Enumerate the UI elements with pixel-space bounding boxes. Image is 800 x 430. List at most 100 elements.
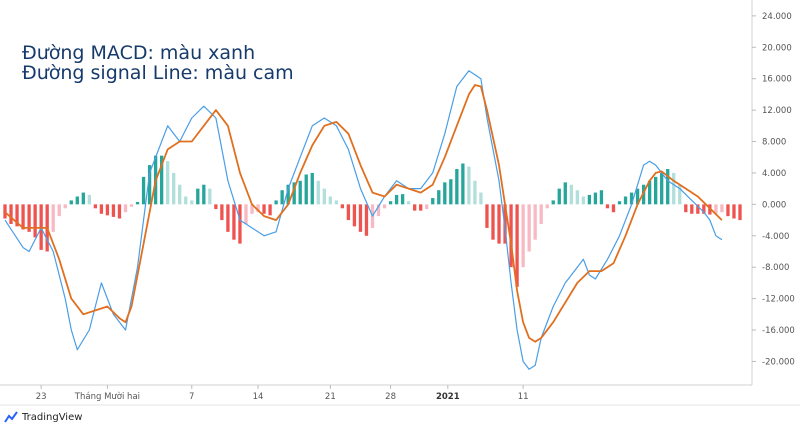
histogram-bar [33, 204, 37, 238]
y-tick-label: 16.000 [762, 75, 792, 85]
histogram-bar [310, 172, 314, 205]
histogram-bar [461, 163, 465, 205]
histogram-bar [617, 201, 622, 205]
histogram-bar [15, 204, 19, 227]
histogram-bar [250, 204, 254, 214]
histogram-bar [159, 155, 164, 205]
histogram-bar [533, 204, 537, 240]
histogram-bar [99, 204, 104, 214]
legend-macd-text: Đường MACD: màu xanh [22, 42, 256, 64]
histogram-bar [364, 204, 369, 236]
histogram-bar [358, 204, 363, 232]
histogram-bar [678, 184, 682, 205]
histogram-bar [129, 204, 134, 207]
signal-line [4, 84, 723, 343]
histogram-bar [449, 179, 453, 205]
histogram-bar [497, 204, 501, 244]
x-tick-label: 14 [253, 392, 264, 402]
histogram-bar [593, 192, 598, 205]
histogram-bar [419, 204, 423, 211]
histogram-bar [346, 204, 351, 221]
histogram-bar [51, 204, 55, 232]
histogram-bar [382, 204, 387, 209]
histogram-bar [298, 180, 302, 205]
histogram-bar [220, 204, 224, 221]
histogram-bar [696, 204, 700, 214]
histogram-bar [196, 188, 200, 205]
histogram-bar [539, 204, 543, 224]
histogram-bar [202, 184, 206, 205]
y-tick-label: 20.000 [762, 43, 792, 53]
histogram-bar [437, 190, 441, 205]
histogram-bar [406, 201, 411, 205]
x-tick-label: 2021 [436, 392, 460, 402]
histogram-bar [413, 204, 417, 211]
histogram-bar [485, 204, 489, 228]
y-tick-label: 12.000 [762, 106, 792, 116]
histogram-bar [479, 192, 483, 205]
histogram-bar [473, 180, 477, 205]
y-tick-label: 24.000 [762, 12, 792, 22]
histogram-bar [9, 204, 13, 224]
x-tick-label: 7 [189, 392, 194, 402]
histogram-bar [629, 192, 634, 205]
histogram-bar [166, 161, 170, 205]
histogram-bar [69, 200, 73, 205]
histogram-bar [394, 194, 399, 205]
histogram-bar [111, 204, 116, 217]
histogram-bar [147, 165, 152, 205]
legend-signal-text: Đường signal Line: màu cam [22, 62, 294, 84]
histogram-bar [268, 204, 272, 216]
x-tick-label: 28 [385, 392, 396, 402]
histogram-bar [388, 201, 393, 205]
histogram-bar [714, 204, 718, 214]
histogram-bar [208, 188, 212, 205]
histogram-bar [87, 194, 92, 205]
histogram-bar [575, 190, 579, 205]
histogram-bar [431, 198, 435, 205]
histogram-bar [635, 188, 640, 205]
histogram-bar [587, 194, 592, 205]
histogram-bar [605, 204, 610, 209]
histogram-bar [93, 204, 98, 209]
histogram-bar [232, 204, 236, 240]
histogram-bar [226, 204, 230, 232]
histogram-bar [551, 200, 555, 205]
tradingview-brand[interactable]: TradingView [4, 410, 82, 424]
histogram-bar [280, 190, 284, 205]
histogram-bar [21, 204, 25, 230]
histogram-bar [63, 204, 67, 209]
histogram-bar [491, 204, 495, 240]
histogram-bar [81, 192, 85, 205]
histogram-bar [3, 204, 7, 219]
histogram-bar [274, 200, 278, 205]
histogram-bar [521, 204, 525, 268]
y-tick-label: -4.000 [762, 232, 789, 242]
histogram-bar [666, 169, 670, 205]
histogram-bar [135, 201, 140, 205]
histogram-bar [75, 196, 79, 205]
histogram-bar [527, 204, 531, 252]
histogram-bar [262, 204, 266, 214]
histogram-bar [545, 204, 549, 209]
histogram-bar [455, 169, 459, 205]
histogram-bar [244, 204, 248, 224]
histogram-bar [184, 196, 188, 205]
histogram-bar [726, 204, 730, 217]
histogram-bar [653, 176, 658, 205]
y-tick-label: 0.000 [762, 200, 786, 210]
histogram-bar [623, 196, 628, 205]
x-tick-label: 11 [518, 392, 529, 402]
y-tick-label: -16.000 [762, 326, 795, 336]
histogram-bar [292, 182, 296, 205]
y-tick-label: 8.000 [762, 138, 786, 148]
histogram-bar [647, 180, 652, 205]
histogram-bar [660, 172, 664, 205]
histogram-bar [569, 184, 573, 205]
x-tick-label: 23 [36, 392, 47, 402]
y-tick-label: 4.000 [762, 169, 786, 179]
histogram-bar [27, 204, 31, 232]
histogram-bar [214, 204, 218, 210]
histogram-bar [672, 172, 676, 205]
histogram-bar [340, 204, 345, 209]
